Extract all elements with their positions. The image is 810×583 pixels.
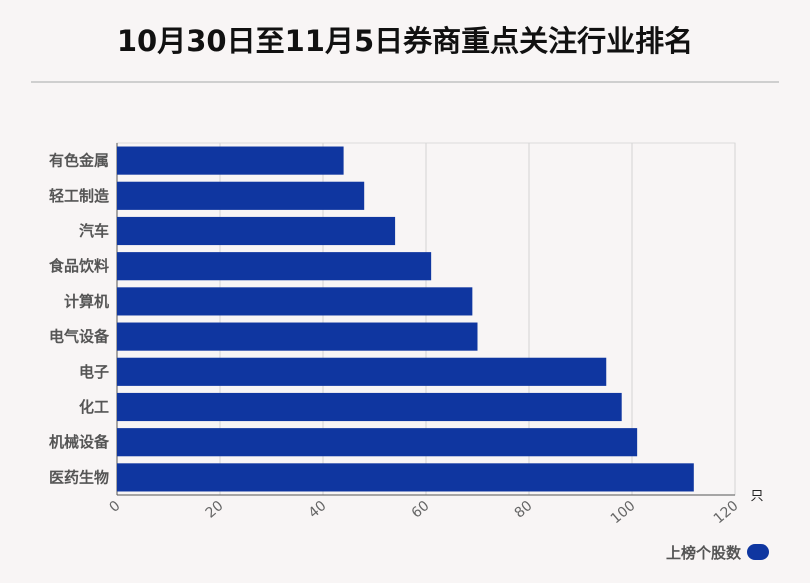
y-tick-label: 医药生物 bbox=[49, 468, 109, 486]
y-tick-label: 机械设备 bbox=[49, 433, 110, 451]
y-tick-label: 汽车 bbox=[79, 222, 109, 240]
bar bbox=[117, 357, 607, 386]
bar bbox=[117, 252, 432, 281]
title-divider bbox=[31, 81, 779, 83]
bar bbox=[117, 392, 622, 422]
y-tick-label: 化工 bbox=[79, 398, 109, 416]
x-tick-label: 80 bbox=[512, 498, 536, 522]
bar bbox=[117, 463, 694, 492]
x-unit-label: 只 bbox=[750, 489, 763, 504]
y-tick-label: 有色金属 bbox=[49, 152, 109, 170]
x-tick-label: 0 bbox=[106, 498, 123, 516]
bar bbox=[117, 287, 473, 316]
y-tick-label: 电气设备 bbox=[49, 328, 110, 346]
chart-title: 10月30日至11月5日券商重点关注行业排名 bbox=[116, 24, 694, 58]
bar bbox=[117, 146, 344, 175]
x-tick-label: 20 bbox=[203, 498, 227, 522]
legend-swatch bbox=[747, 544, 769, 560]
x-tick-label: 100 bbox=[608, 498, 639, 527]
bar bbox=[117, 181, 365, 210]
bar bbox=[117, 428, 638, 457]
bar bbox=[117, 322, 478, 351]
y-tick-label: 食品饮料 bbox=[49, 257, 109, 275]
y-tick-label: 轻工制造 bbox=[49, 187, 109, 205]
x-tick-label: 40 bbox=[306, 498, 330, 522]
x-tick-label: 60 bbox=[409, 498, 433, 522]
legend-label: 上榜个股数 bbox=[665, 543, 741, 562]
y-tick-label: 电子 bbox=[79, 363, 109, 381]
legend[interactable]: 上榜个股数 bbox=[666, 541, 769, 563]
bar bbox=[117, 216, 396, 246]
y-tick-label: 计算机 bbox=[64, 292, 109, 310]
x-tick-label: 120 bbox=[711, 498, 742, 527]
